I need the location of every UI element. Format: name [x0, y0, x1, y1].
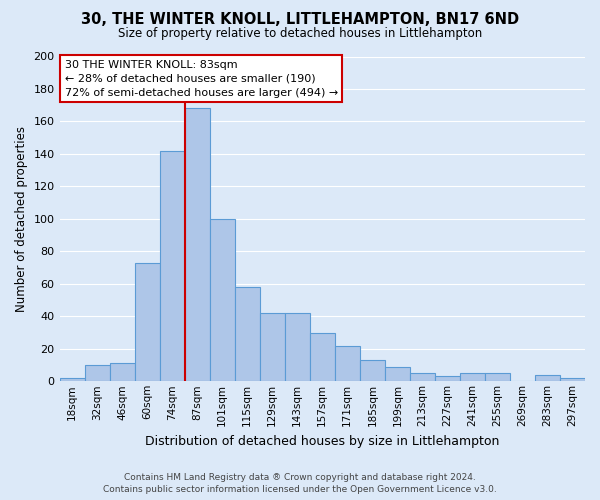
Bar [310, 332, 335, 382]
Text: Size of property relative to detached houses in Littlehampton: Size of property relative to detached ho… [118, 28, 482, 40]
Text: Contains HM Land Registry data ® Crown copyright and database right 2024.
Contai: Contains HM Land Registry data ® Crown c… [103, 472, 497, 494]
Bar [209, 219, 235, 382]
Bar [235, 287, 260, 382]
Bar [435, 376, 460, 382]
Bar [59, 378, 85, 382]
Bar [285, 313, 310, 382]
Bar [410, 373, 435, 382]
Bar [260, 313, 285, 382]
Bar [560, 378, 585, 382]
Bar [460, 373, 485, 382]
Bar [535, 375, 560, 382]
Bar [160, 150, 185, 382]
Bar [335, 346, 360, 382]
Y-axis label: Number of detached properties: Number of detached properties [15, 126, 28, 312]
X-axis label: Distribution of detached houses by size in Littlehampton: Distribution of detached houses by size … [145, 434, 499, 448]
Text: 30, THE WINTER KNOLL, LITTLEHAMPTON, BN17 6ND: 30, THE WINTER KNOLL, LITTLEHAMPTON, BN1… [81, 12, 519, 28]
Bar [85, 365, 110, 382]
Bar [134, 262, 160, 382]
Bar [110, 364, 134, 382]
Bar [185, 108, 209, 382]
Bar [385, 366, 410, 382]
Bar [485, 373, 510, 382]
Text: 30 THE WINTER KNOLL: 83sqm
← 28% of detached houses are smaller (190)
72% of sem: 30 THE WINTER KNOLL: 83sqm ← 28% of deta… [65, 60, 338, 98]
Bar [360, 360, 385, 382]
